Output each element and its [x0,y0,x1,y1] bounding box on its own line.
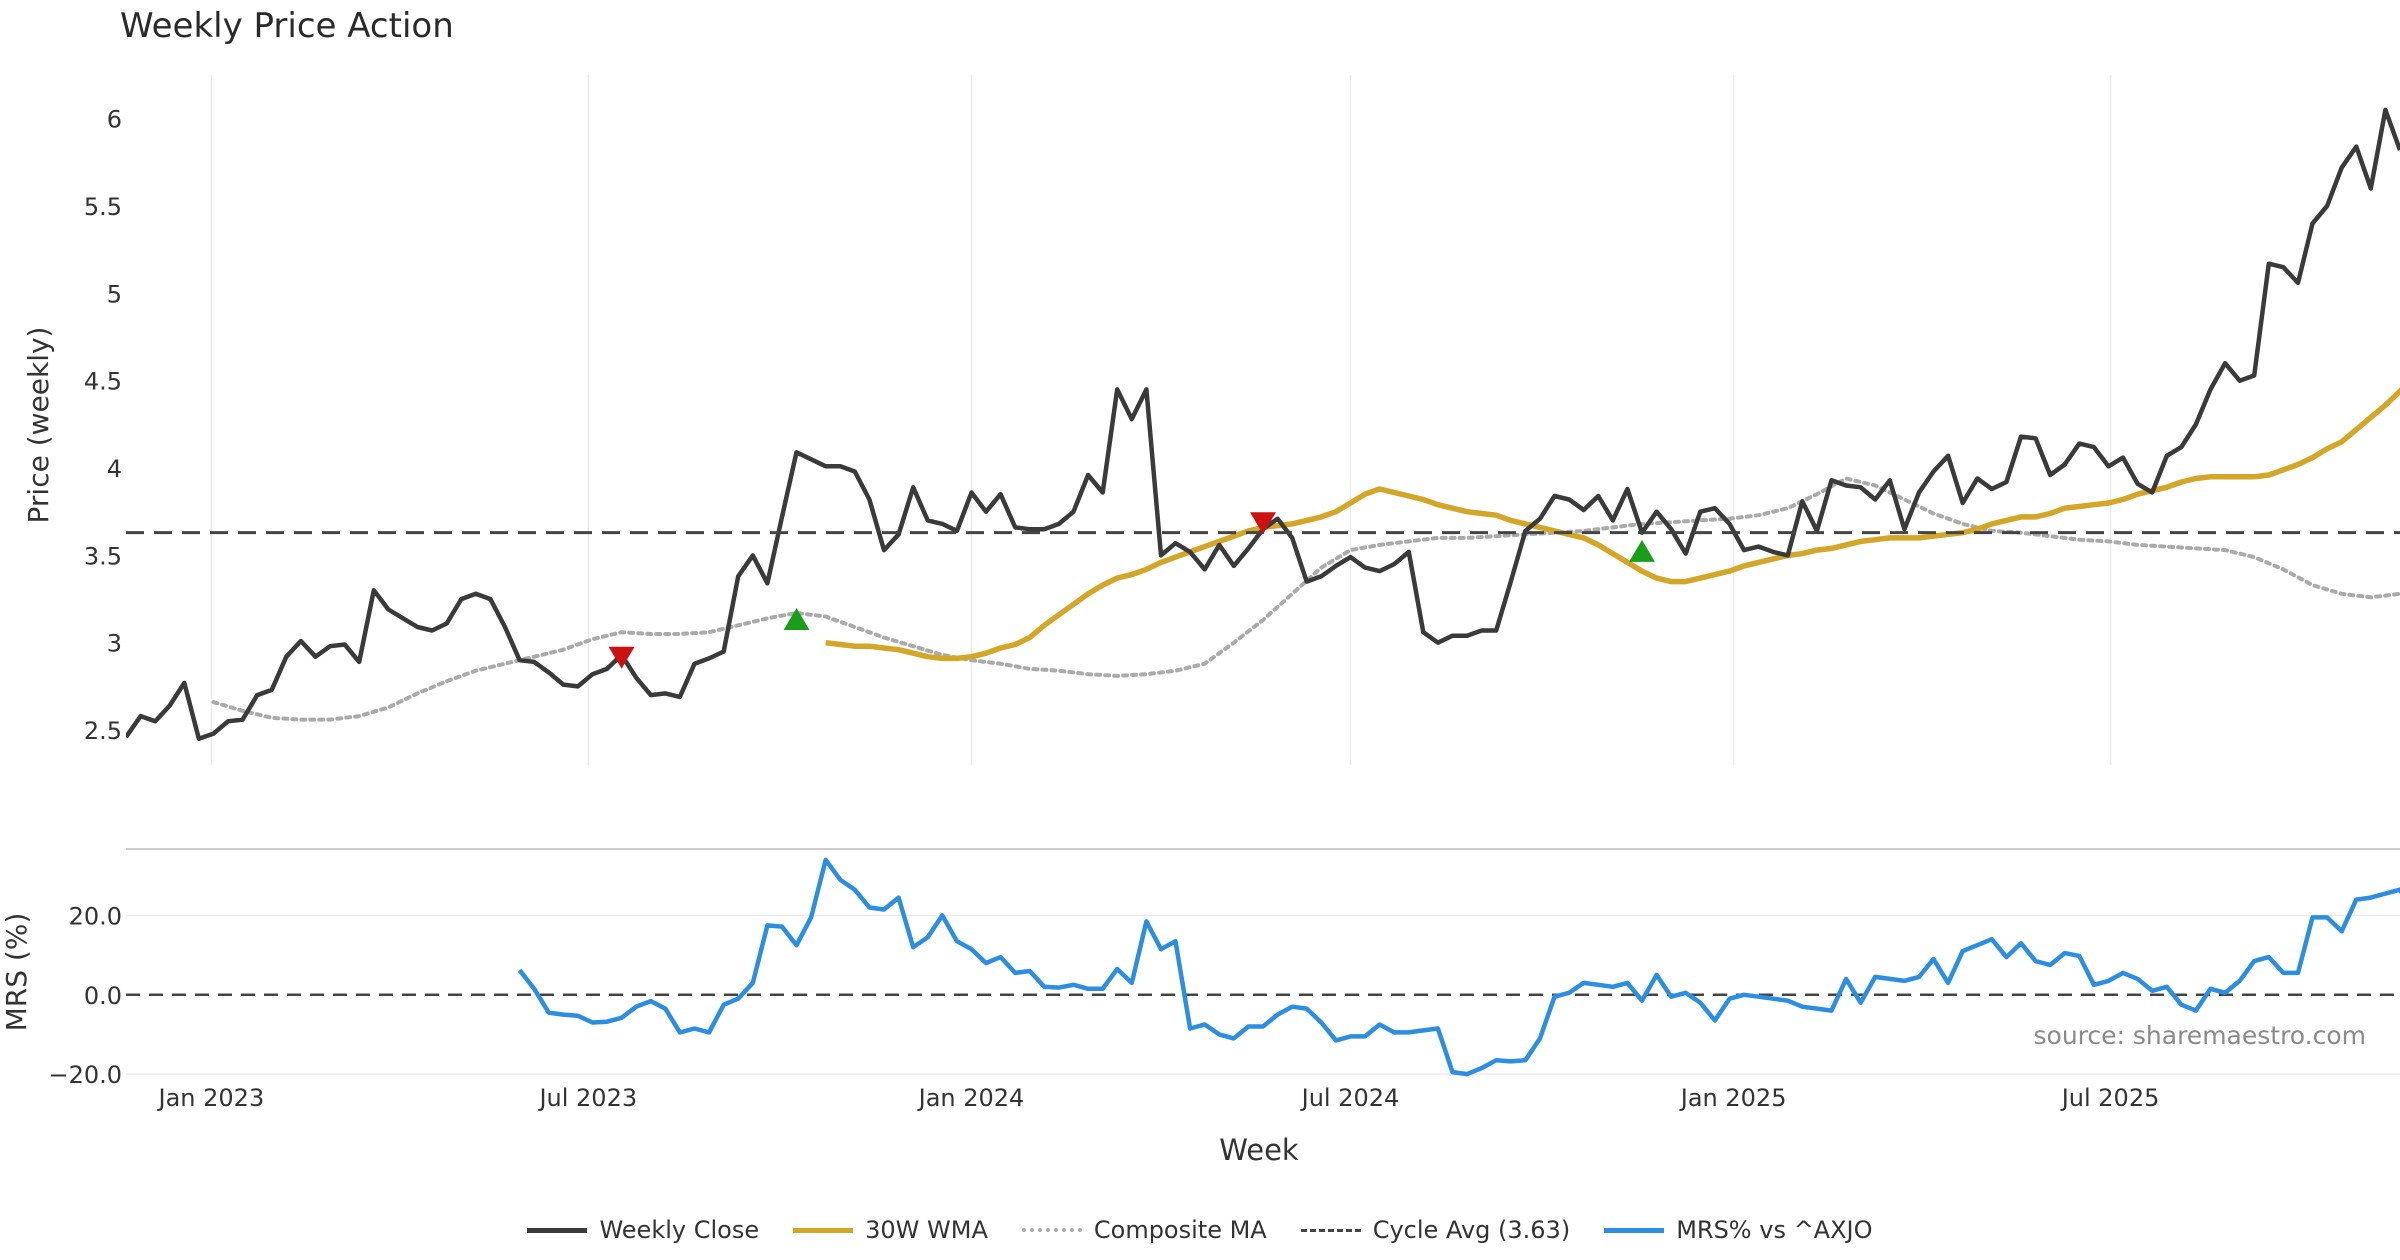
legend-swatch-30w-wma [793,1227,854,1233]
legend-label-mrs: MRS% vs ^AXJO [1676,1216,1873,1244]
mrs-plot-area [517,857,2400,1077]
price-y-axis-label: Price (weekly) [22,327,55,524]
buy-marker [1629,539,1655,562]
legend-label-30w-wma: 30W WMA [865,1216,988,1244]
x-tick-label: Jul 2025 [2060,1084,2160,1112]
legend-item-weekly-close: Weekly Close [527,1216,759,1244]
legend-item-cycle-avg: Cycle Avg (3.63) [1300,1216,1571,1244]
legend: Weekly Close 30W WMA Composite MA Cycle … [0,1210,2400,1250]
legend-label-composite-ma: Composite MA [1093,1216,1267,1244]
price-y-tick-label: 6 [107,106,122,134]
x-tick-label: Jul 2024 [1300,1084,1400,1112]
sell-marker [1250,512,1276,535]
price-y-tick-label: 2.5 [84,717,122,745]
mrs-line [517,857,2400,1077]
composite-ma-line [211,476,2400,722]
price-y-tick-label: 3 [107,630,122,658]
mrs-y-tick-label: 0.0 [84,982,122,1010]
source-note: source: sharemaestro.com [2034,1021,2367,1050]
price-y-tick-label: 4 [107,455,122,483]
x-axis-label: Week [1219,1133,1299,1167]
legend-swatch-composite-ma [1021,1228,1082,1232]
legend-item-mrs: MRS% vs ^AXJO [1604,1216,1873,1244]
price-y-tick-label: 5 [107,280,122,308]
sell-marker [608,646,635,669]
legend-swatch-mrs [1604,1227,1665,1233]
price-y-tick-label: 4.5 [84,368,122,396]
x-tick-label: Jan 2024 [917,1084,1025,1112]
legend-item-composite-ma: Composite MA [1021,1216,1267,1244]
wma-30-line [825,387,2400,662]
legend-label-weekly-close: Weekly Close [599,1216,760,1244]
chart-title: Weekly Price Action [120,6,454,46]
x-tick-label: Jul 2023 [537,1084,637,1112]
legend-swatch-cycle-avg [1300,1228,1361,1232]
price-y-tick-label: 3.5 [84,542,122,570]
price-plot-area [126,107,2400,742]
weekly-close-line [126,107,2400,742]
buy-marker [783,608,810,631]
chart-canvas: 2.5 3 3.5 4 4.5 5 5.5 6 −20.0 0.0 20.0 Price (weekl… [0,75,2400,1167]
x-tick-label: Jan 2023 [157,1084,265,1112]
legend-label-cycle-avg: Cycle Avg (3.63) [1372,1216,1571,1244]
mrs-y-tick-label: 20.0 [69,902,122,930]
mrs-y-axis-label: MRS (%) [0,913,33,1032]
price-y-tick-label: 5.5 [84,193,122,221]
x-tick-label: Jan 2025 [1679,1084,1787,1112]
legend-item-30w-wma: 30W WMA [793,1216,988,1244]
mrs-y-tick-label: −20.0 [48,1061,122,1089]
legend-swatch-weekly-close [527,1227,588,1233]
